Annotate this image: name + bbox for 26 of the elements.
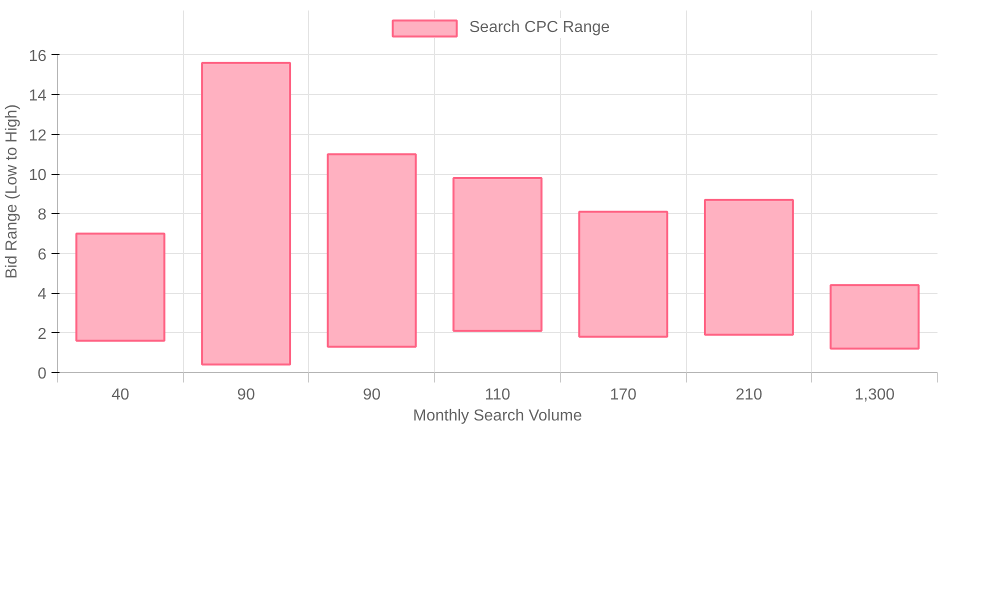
x-tick-label: 40 bbox=[111, 386, 130, 404]
bar bbox=[830, 284, 920, 350]
x-tick-label: 1,300 bbox=[854, 386, 895, 404]
bar bbox=[578, 210, 668, 338]
y-tick-label: 8 bbox=[38, 206, 47, 224]
bar bbox=[704, 198, 794, 336]
x-axis-title: Monthly Search Volume bbox=[413, 408, 582, 424]
y-tick-label: 10 bbox=[28, 167, 47, 184]
bar bbox=[75, 232, 166, 342]
x-tick-label: 90 bbox=[237, 386, 256, 404]
bar bbox=[326, 153, 417, 348]
y-tick-label: 16 bbox=[28, 48, 47, 65]
y-tick-label: 6 bbox=[38, 246, 47, 264]
bar bbox=[452, 177, 542, 332]
x-tick-label: 90 bbox=[362, 386, 381, 404]
x-tick-label: 210 bbox=[736, 386, 762, 404]
y-tick-label: 0 bbox=[38, 366, 47, 382]
x-tick-label: 110 bbox=[484, 386, 510, 404]
bar bbox=[201, 62, 292, 366]
y-tick-label: 4 bbox=[38, 286, 47, 304]
legend-label: Search CPC Range bbox=[469, 18, 610, 38]
y-tick-label: 2 bbox=[38, 326, 47, 343]
y-tick-label: 12 bbox=[28, 127, 47, 144]
y-tick-label: 14 bbox=[28, 88, 47, 105]
y-axis-title: Bid Range (Low to High) bbox=[4, 104, 21, 279]
x-tick-label: 170 bbox=[610, 386, 637, 404]
